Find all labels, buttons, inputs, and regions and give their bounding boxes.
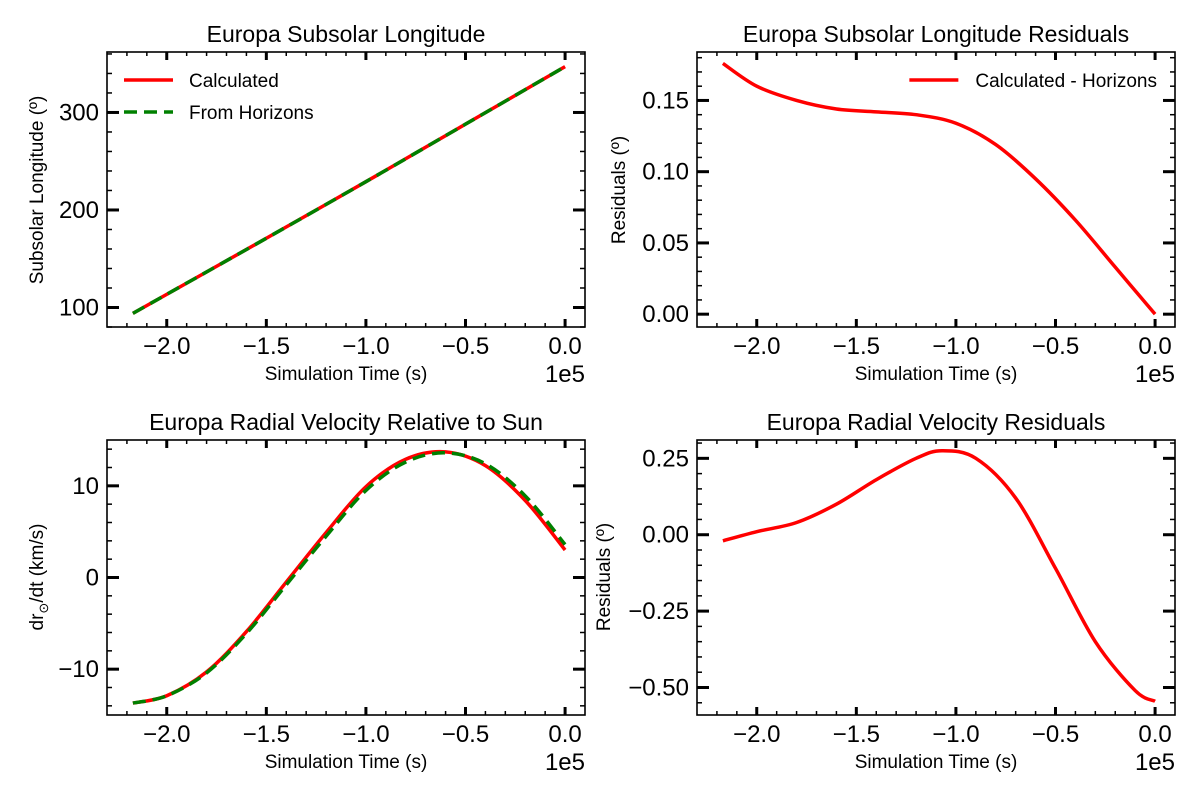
plot-area: −2.0 −1.5 −1.0 −0.5 0.0 0.00 0.05 0.10 0.15 Calcu… [642, 52, 1175, 360]
x-tick-label: 0.0 [548, 721, 581, 748]
y-axis-label: dr⊙/dt (km/s) [27, 524, 51, 631]
x-offset-label: 1e5 [545, 361, 585, 388]
y-axis-label: Residuals (º) [594, 523, 615, 631]
y-tick-label: 0 [86, 565, 99, 592]
x-tick-label: −1.0 [342, 333, 389, 360]
plot-area: −2.0 −1.5 −1.0 −0.5 0.0 −10 0 10 [58, 440, 585, 748]
y-tick-label: −10 [58, 656, 99, 683]
x-tick-label: −1.5 [243, 721, 290, 748]
x-tick-label: −1.5 [243, 333, 290, 360]
series-line-calculated-horizons [721, 61, 1157, 316]
y-tick-label: 0.00 [642, 301, 689, 328]
y-tick-label: 0.05 [642, 230, 689, 257]
x-tick-label: −1.5 [833, 721, 880, 748]
axes-frame [106, 439, 586, 716]
series-line-from-horizons [132, 65, 566, 315]
x-tick-label: −0.5 [442, 721, 489, 748]
x-offset-label: 1e5 [1135, 361, 1175, 388]
x-tick-label: 0.0 [1138, 333, 1171, 360]
panel-radial-velocity-residuals: Europa Radial Velocity Residuals Simulat… [594, 409, 1176, 776]
chart-title: Europa Subsolar Longitude [207, 21, 486, 47]
x-tick-label: −1.0 [932, 333, 979, 360]
y-tick-label: 0.10 [642, 159, 689, 186]
y-tick-label: 0.25 [642, 445, 689, 472]
chart-title: Europa Radial Velocity Residuals [767, 409, 1106, 435]
chart-title: Europa Subsolar Longitude Residuals [743, 21, 1129, 47]
axes-frame [696, 439, 1176, 716]
x-tick-label: −2.0 [733, 721, 780, 748]
plot-area: −2.0 −1.5 −1.0 −0.5 0.0 100 200 300 Calculated Fr… [59, 52, 585, 360]
y-tick-label: −0.25 [628, 598, 689, 625]
y-axis-label-rest: /dt (km/s) [27, 524, 48, 603]
x-tick-label: −2.0 [733, 333, 780, 360]
x-tick-label: −0.5 [1032, 333, 1079, 360]
x-axis-label: Simulation Time (s) [855, 752, 1018, 773]
axes-frame [696, 51, 1176, 328]
series-line-calculated-horizons [722, 448, 1156, 703]
y-tick-label: 0.15 [642, 87, 689, 114]
axes-frame [106, 51, 586, 328]
x-tick-label: 0.0 [548, 333, 581, 360]
x-tick-label: −0.5 [442, 333, 489, 360]
x-tick-label: 0.0 [1138, 721, 1171, 748]
y-tick-label: 10 [72, 473, 99, 500]
y-axis-label: Subsolar Longitude (º) [27, 96, 48, 285]
x-tick-label: −1.0 [342, 721, 389, 748]
x-axis-label: Simulation Time (s) [855, 364, 1018, 385]
y-tick-label: 300 [59, 99, 99, 126]
legend-label: From Horizons [189, 103, 314, 124]
x-offset-label: 1e5 [545, 749, 585, 776]
x-tick-label: −2.0 [143, 721, 190, 748]
y-tick-label: 0.00 [642, 522, 689, 549]
x-axis-label: Simulation Time (s) [265, 752, 428, 773]
y-axis-label-main: dr [27, 613, 48, 631]
x-tick-label: −2.0 [143, 333, 190, 360]
y-tick-label: −0.50 [628, 675, 689, 702]
series-line-from-horizons [132, 451, 567, 705]
chart-title: Europa Radial Velocity Relative to Sun [149, 409, 543, 435]
y-axis-label: Residuals (º) [609, 136, 630, 244]
series-line-calculated [132, 449, 567, 705]
y-tick-label: 200 [59, 197, 99, 224]
x-tick-label: −1.5 [833, 333, 880, 360]
y-tick-label: 100 [59, 294, 99, 321]
plot-area: −2.0 −1.5 −1.0 −0.5 0.0 −0.50 −0.25 0.00 0.25 [628, 440, 1175, 748]
y-axis-label-sub: ⊙ [36, 603, 51, 614]
panel-subsolar-longitude: Europa Subsolar Longitude Simulation Tim… [27, 21, 586, 388]
x-tick-label: −0.5 [1032, 721, 1079, 748]
x-axis-label: Simulation Time (s) [265, 364, 428, 385]
legend-label: Calculated - Horizons [975, 71, 1157, 92]
panel-subsolar-residuals: Europa Subsolar Longitude Residuals Simu… [609, 21, 1176, 388]
panel-radial-velocity: Europa Radial Velocity Relative to Sun S… [27, 409, 586, 776]
legend-label: Calculated [189, 71, 279, 92]
x-offset-label: 1e5 [1135, 749, 1175, 776]
x-tick-label: −1.0 [932, 721, 979, 748]
